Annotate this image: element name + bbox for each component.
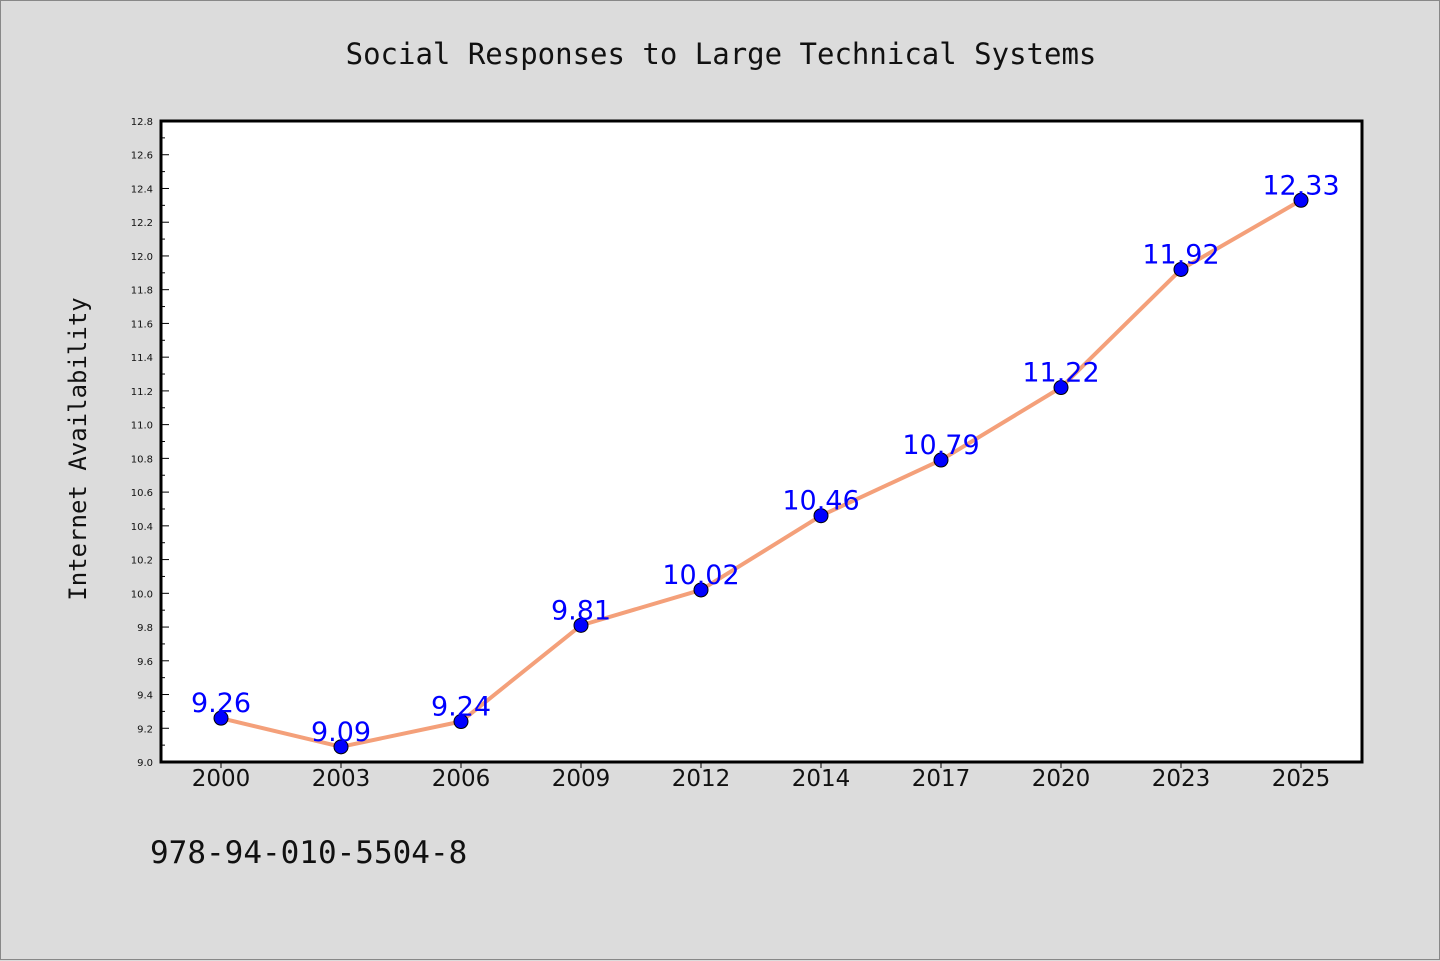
plot-area [159, 119, 1364, 764]
data-label: 10.79 [902, 430, 979, 461]
data-label-layer: 9.26 9.09 9.24 9.81 10.02 10.46 10.79 11.22 11.9… [191, 170, 1340, 748]
y-tick-label: 11.2 [131, 387, 153, 398]
data-label: 10.02 [662, 560, 739, 591]
y-tick-label: 9.6 [137, 657, 153, 668]
series-line [219, 198, 1303, 749]
y-axis-ticks: 9.0 9.2 9.4 9.6 9.8 10.0 10.2 10.4 10.6 10.8 11.0 1… [131, 117, 169, 769]
y-axis-label: Internet Availability [64, 297, 92, 600]
x-tick-label: 2000 [192, 766, 251, 792]
data-point [813, 508, 829, 524]
y-tick-label: 11.6 [131, 319, 153, 330]
y-tick-label: 11.4 [131, 353, 153, 364]
isbn-code: 978-94-010-5504-8 [150, 835, 468, 871]
y-tick-label: 10.0 [131, 589, 153, 600]
y-tick-label: 9.8 [137, 623, 153, 634]
x-tick-label: 2025 [1272, 766, 1331, 792]
data-label: 12.33 [1262, 170, 1339, 201]
data-point [573, 617, 589, 633]
x-tick-label: 2006 [432, 766, 491, 792]
data-point [1053, 380, 1069, 396]
y-tick-label: 12.8 [131, 117, 153, 128]
x-tick-label: 2014 [792, 766, 851, 792]
data-label: 9.26 [191, 688, 251, 719]
data-point [333, 739, 349, 755]
y-tick-label: 9.2 [137, 724, 153, 735]
data-label: 9.09 [311, 717, 371, 748]
x-tick-label: 2003 [312, 766, 371, 792]
x-tick-label: 2017 [912, 766, 971, 792]
data-label: 9.24 [431, 692, 491, 723]
data-point [693, 582, 709, 598]
data-label: 9.81 [551, 595, 611, 626]
x-axis-ticks: 2000 2003 2006 2009 2012 2014 2017 2020 2023 2025 [192, 762, 1331, 792]
y-tick-label: 10.6 [131, 488, 153, 499]
x-tick-label: 2012 [672, 766, 731, 792]
data-label: 11.92 [1142, 239, 1219, 270]
data-label: 11.22 [1022, 358, 1099, 389]
x-tick-label: 2023 [1152, 766, 1211, 792]
y-tick-label: 11.8 [131, 286, 153, 297]
series-layer [213, 192, 1309, 755]
y-tick-label: 12.0 [131, 252, 153, 263]
y-tick-label: 9.0 [137, 758, 153, 769]
data-point [213, 710, 229, 726]
y-tick-label: 12.4 [131, 184, 153, 195]
y-tick-label: 10.2 [131, 556, 153, 567]
data-point [453, 714, 469, 730]
data-label: 10.46 [782, 486, 859, 517]
y-tick-label: 12.2 [131, 218, 153, 229]
y-tick-label: 11.0 [131, 421, 153, 432]
chart-title: Social Responses to Large Technical Syst… [346, 37, 1097, 71]
y-tick-label: 10.8 [131, 454, 153, 465]
data-point [1293, 192, 1309, 208]
y-tick-label: 9.4 [137, 691, 153, 702]
x-tick-label: 2020 [1032, 766, 1091, 792]
data-point [1173, 261, 1189, 277]
x-tick-label: 2009 [552, 766, 611, 792]
data-point [933, 452, 949, 468]
y-tick-label: 10.4 [131, 522, 153, 533]
y-tick-label: 12.6 [131, 151, 153, 162]
